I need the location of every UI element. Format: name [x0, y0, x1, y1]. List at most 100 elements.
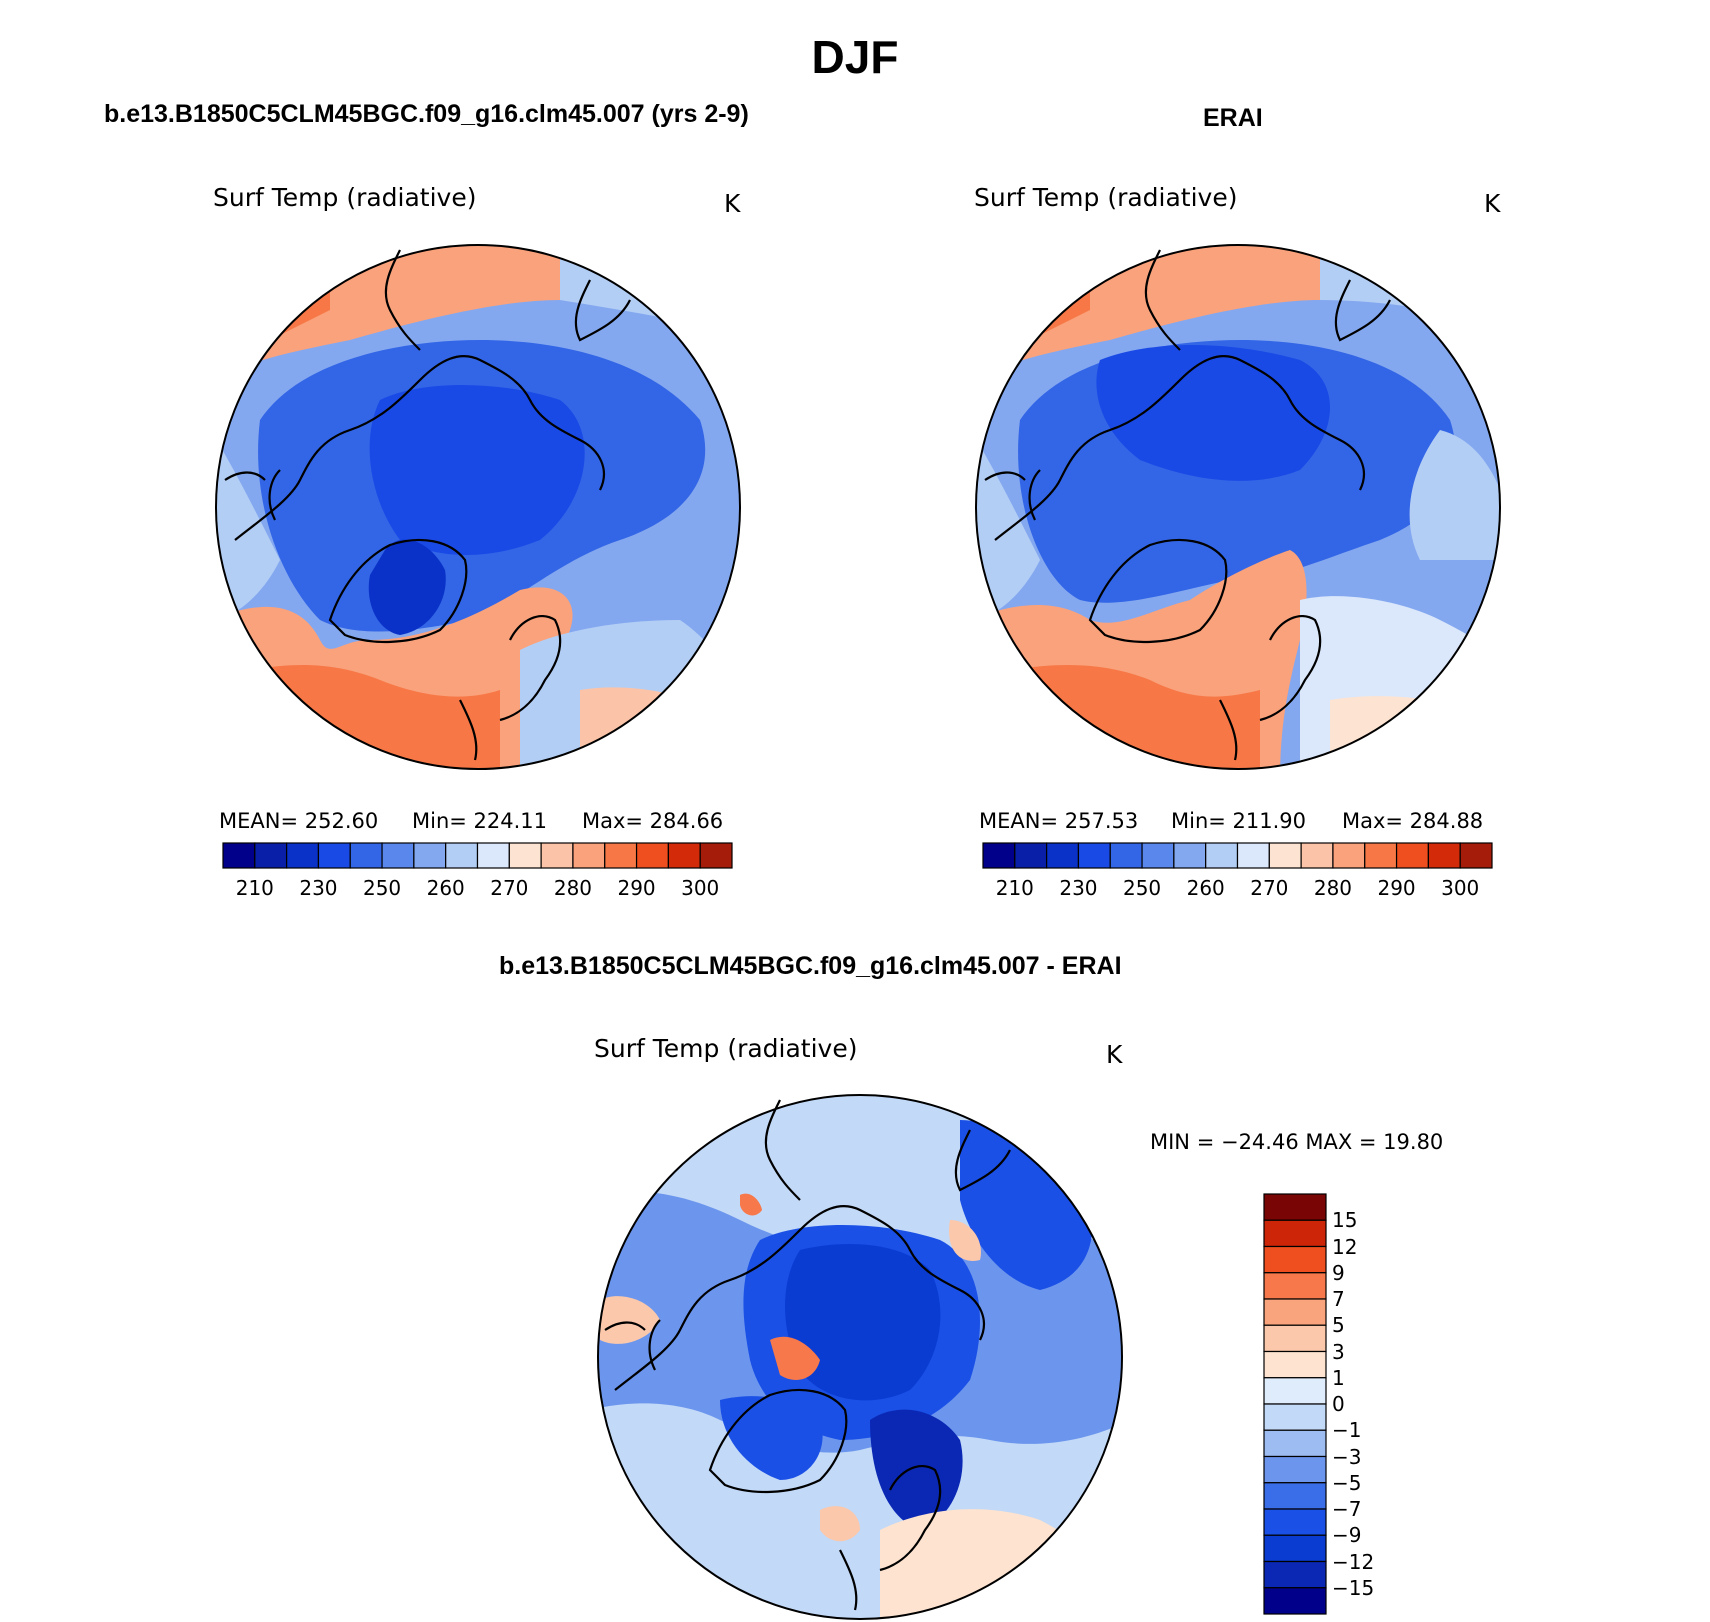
obs-coastlines	[984, 249, 1391, 761]
colorbar-tick-label: 9	[1332, 1260, 1345, 1285]
colorbar-swatch	[1459, 842, 1493, 869]
colorbar-tick-label: 15	[1332, 1208, 1358, 1233]
colorbar-tick-label: 210	[995, 876, 1034, 900]
obs-map-border	[975, 244, 1501, 770]
colorbar-swatch	[1263, 1245, 1327, 1274]
colorbar-swatch	[1141, 842, 1175, 869]
colorbar-swatch	[1395, 842, 1429, 869]
colorbar-tick-label: 260	[1186, 876, 1225, 900]
colorbar-tick-label: −7	[1332, 1497, 1362, 1521]
obs-max-stat: Max= 284.88	[1342, 809, 1484, 833]
colorbar-swatch	[699, 842, 733, 869]
colorbar-swatch	[604, 842, 638, 869]
model-colorbar	[222, 842, 733, 869]
colorbar-swatch	[1263, 1534, 1327, 1563]
colorbar-swatch	[1263, 1272, 1327, 1300]
diff-polar-map	[597, 1094, 1123, 1620]
model-max-stat: Max= 284.66	[582, 809, 724, 833]
colorbar-tick-label: 290	[1377, 876, 1416, 900]
colorbar-swatch	[254, 842, 288, 869]
colorbar-tick-label: −3	[1332, 1444, 1362, 1469]
colorbar-swatch	[635, 842, 669, 869]
colorbar-swatch	[1263, 1377, 1327, 1405]
colorbar-tick-label: −1	[1332, 1418, 1362, 1443]
colorbar-tick-label: 0	[1332, 1392, 1345, 1416]
colorbar-swatch	[1263, 1429, 1327, 1458]
colorbar-swatch	[1173, 842, 1207, 869]
colorbar-swatch	[1109, 842, 1143, 869]
colorbar-swatch	[508, 842, 542, 869]
colorbar-swatch	[1236, 842, 1270, 869]
colorbar-swatch	[1263, 1560, 1327, 1589]
colorbar-tick-label: 270	[1250, 876, 1289, 900]
colorbar-tick-label: 12	[1332, 1234, 1358, 1259]
colorbar-swatch	[1263, 1403, 1327, 1431]
colorbar-tick-label: 1	[1332, 1365, 1345, 1390]
colorbar-tick-label: 7	[1332, 1287, 1345, 1311]
colorbar-tick-label: 250	[362, 876, 402, 900]
colorbar-tick-label: 270	[490, 876, 529, 900]
colorbar-tick-label: 210	[235, 876, 274, 900]
colorbar-tick-label: 300	[681, 876, 720, 900]
colorbar-swatch	[1046, 842, 1080, 869]
colorbar-swatch	[445, 842, 479, 869]
colorbar-swatch	[1263, 1193, 1327, 1221]
colorbar-swatch	[1263, 1455, 1327, 1484]
obs-polar-map	[975, 244, 1501, 770]
colorbar-swatch	[1263, 1587, 1327, 1615]
colorbar-swatch	[476, 842, 510, 869]
obs-mean-stat: MEAN= 257.53	[979, 809, 1139, 833]
diff-variable-label: Surf Temp (radiative)	[594, 1034, 858, 1063]
model-map-border	[215, 244, 741, 770]
colorbar-swatch	[1263, 1324, 1327, 1353]
colorbar-tick-label: 290	[617, 876, 656, 900]
model-polar-map	[215, 244, 741, 770]
colorbar-swatch	[381, 842, 415, 869]
obs-units-label: K	[1484, 189, 1501, 218]
colorbar-swatch	[349, 842, 383, 869]
obs-colorbar	[982, 842, 1493, 869]
colorbar-tick-label: −5	[1332, 1470, 1362, 1495]
colorbar-tick-label: 280	[553, 876, 593, 900]
colorbar-tick-label: 300	[1441, 876, 1480, 900]
colorbar-swatch	[1263, 1298, 1327, 1326]
colorbar-swatch	[1263, 1482, 1327, 1510]
obs-panel-title: ERAI	[1203, 104, 1263, 132]
diff-temperature-field	[598, 1095, 1122, 1619]
diff-units-label: K	[1106, 1040, 1123, 1069]
colorbar-tick-label: 230	[1059, 876, 1098, 900]
colorbar-swatch	[1427, 842, 1461, 869]
model-variable-label: Surf Temp (radiative)	[213, 183, 477, 212]
colorbar-swatch	[222, 842, 256, 869]
model-temperature-field	[216, 245, 740, 769]
model-min-stat: Min= 224.11	[412, 809, 548, 833]
colorbar-swatch	[286, 842, 320, 869]
colorbar-swatch	[540, 842, 574, 869]
colorbar-swatch	[1014, 842, 1048, 869]
colorbar-tick-label: 230	[299, 876, 338, 900]
model-mean-stat: MEAN= 252.60	[219, 809, 379, 833]
diff-colorbar	[1263, 1193, 1327, 1615]
figure-title: DJF	[811, 31, 899, 83]
colorbar-tick-label: 5	[1332, 1313, 1345, 1338]
model-coastlines	[224, 249, 631, 761]
diff-map-border	[597, 1094, 1123, 1620]
colorbar-tick-label: −9	[1332, 1523, 1362, 1548]
colorbar-swatch	[317, 842, 351, 869]
model-units-label: K	[724, 189, 741, 218]
colorbar-tick-label: 3	[1332, 1339, 1345, 1364]
colorbar-swatch	[1332, 842, 1366, 869]
colorbar-tick-label: 250	[1122, 876, 1162, 900]
diff-minmax-stat: MIN = −24.46 MAX = 19.80	[1150, 1130, 1444, 1154]
colorbar-swatch	[1300, 842, 1334, 869]
colorbar-swatch	[982, 842, 1016, 869]
colorbar-tick-label: −12	[1332, 1549, 1375, 1574]
colorbar-swatch	[413, 842, 447, 869]
colorbar-swatch	[667, 842, 701, 869]
colorbar-tick-label: 260	[426, 876, 465, 900]
obs-min-stat: Min= 211.90	[1171, 809, 1307, 833]
obs-temperature-field	[976, 245, 1500, 769]
colorbar-swatch	[1268, 842, 1302, 869]
colorbar-tick-label: −15	[1332, 1575, 1375, 1600]
obs-variable-label: Surf Temp (radiative)	[974, 183, 1238, 212]
